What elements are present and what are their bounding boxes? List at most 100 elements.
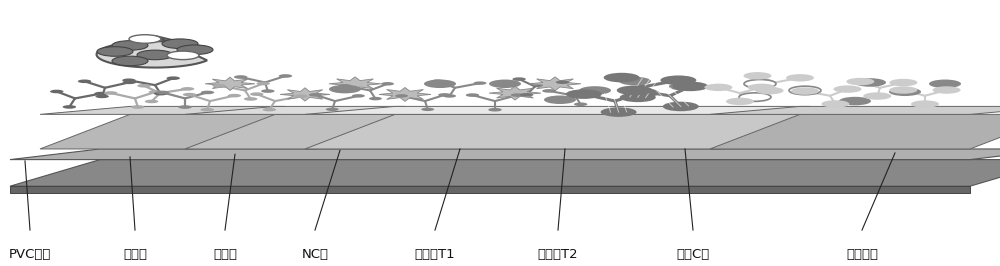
- Circle shape: [178, 105, 192, 109]
- Circle shape: [839, 97, 871, 105]
- Polygon shape: [10, 160, 1000, 186]
- Circle shape: [309, 93, 322, 97]
- PathPatch shape: [97, 36, 207, 68]
- Circle shape: [574, 102, 587, 106]
- Circle shape: [234, 75, 247, 79]
- Circle shape: [263, 108, 276, 111]
- Circle shape: [743, 72, 771, 80]
- Circle shape: [786, 74, 814, 81]
- Circle shape: [620, 93, 656, 102]
- Circle shape: [181, 87, 194, 91]
- Circle shape: [95, 95, 109, 98]
- Circle shape: [97, 47, 133, 56]
- Circle shape: [566, 89, 602, 99]
- Circle shape: [279, 74, 292, 78]
- Circle shape: [512, 77, 526, 81]
- Circle shape: [212, 84, 226, 87]
- Circle shape: [257, 82, 270, 85]
- Circle shape: [261, 89, 275, 93]
- Circle shape: [604, 73, 640, 82]
- Circle shape: [177, 45, 213, 55]
- Circle shape: [294, 94, 308, 98]
- Text: PVC底板: PVC底板: [9, 248, 51, 260]
- Circle shape: [438, 93, 451, 97]
- Circle shape: [587, 87, 600, 91]
- Circle shape: [579, 86, 611, 95]
- Circle shape: [929, 80, 961, 88]
- Circle shape: [149, 90, 162, 94]
- Circle shape: [431, 79, 444, 83]
- Circle shape: [381, 82, 394, 85]
- Polygon shape: [379, 88, 431, 101]
- Circle shape: [129, 35, 161, 43]
- Polygon shape: [710, 106, 1000, 114]
- Circle shape: [756, 87, 784, 94]
- Circle shape: [911, 100, 939, 108]
- Circle shape: [889, 79, 917, 86]
- Circle shape: [889, 86, 917, 94]
- Polygon shape: [329, 77, 381, 91]
- Circle shape: [660, 76, 696, 85]
- Circle shape: [244, 97, 257, 101]
- Text: 检测线T1: 检测线T1: [415, 248, 455, 260]
- Circle shape: [154, 92, 167, 95]
- Circle shape: [112, 41, 148, 50]
- Circle shape: [123, 81, 136, 84]
- Circle shape: [863, 92, 891, 100]
- Circle shape: [78, 80, 91, 83]
- Polygon shape: [489, 86, 541, 100]
- Circle shape: [739, 93, 771, 101]
- Circle shape: [228, 94, 241, 97]
- Circle shape: [137, 50, 173, 60]
- Circle shape: [369, 97, 382, 100]
- Circle shape: [791, 87, 819, 95]
- Circle shape: [63, 105, 76, 109]
- Circle shape: [131, 105, 145, 109]
- Polygon shape: [280, 88, 330, 101]
- Circle shape: [542, 89, 556, 93]
- Circle shape: [544, 95, 576, 104]
- Circle shape: [672, 82, 708, 91]
- Text: 吸水纸垫: 吸水纸垫: [846, 248, 878, 260]
- Circle shape: [704, 84, 732, 91]
- Circle shape: [619, 77, 651, 85]
- Circle shape: [137, 84, 151, 88]
- Circle shape: [395, 94, 408, 98]
- Circle shape: [352, 94, 365, 98]
- Circle shape: [933, 86, 961, 94]
- Polygon shape: [10, 186, 970, 193]
- Circle shape: [424, 80, 456, 88]
- Text: NC膜: NC膜: [302, 248, 328, 260]
- Circle shape: [94, 92, 108, 95]
- Circle shape: [250, 92, 263, 96]
- Circle shape: [112, 56, 148, 66]
- Circle shape: [201, 91, 214, 94]
- Circle shape: [556, 80, 569, 84]
- Polygon shape: [10, 149, 1000, 160]
- Circle shape: [183, 93, 196, 96]
- Circle shape: [156, 91, 169, 94]
- Circle shape: [663, 102, 699, 111]
- Text: 样品垫: 样品垫: [123, 248, 147, 260]
- Circle shape: [846, 78, 874, 85]
- Circle shape: [167, 76, 180, 80]
- Text: 结合垫: 结合垫: [213, 248, 237, 260]
- Polygon shape: [185, 114, 405, 149]
- Circle shape: [421, 108, 434, 111]
- Circle shape: [744, 80, 776, 88]
- Circle shape: [821, 100, 849, 108]
- Polygon shape: [205, 77, 255, 90]
- Circle shape: [443, 94, 456, 98]
- Circle shape: [162, 39, 198, 48]
- Circle shape: [726, 98, 754, 105]
- Circle shape: [669, 82, 701, 91]
- Circle shape: [889, 88, 921, 96]
- Circle shape: [601, 107, 637, 117]
- Polygon shape: [529, 77, 581, 91]
- Polygon shape: [305, 106, 810, 114]
- Circle shape: [167, 51, 199, 60]
- Circle shape: [520, 93, 533, 97]
- Circle shape: [511, 93, 524, 97]
- Polygon shape: [40, 106, 285, 114]
- Circle shape: [489, 80, 521, 88]
